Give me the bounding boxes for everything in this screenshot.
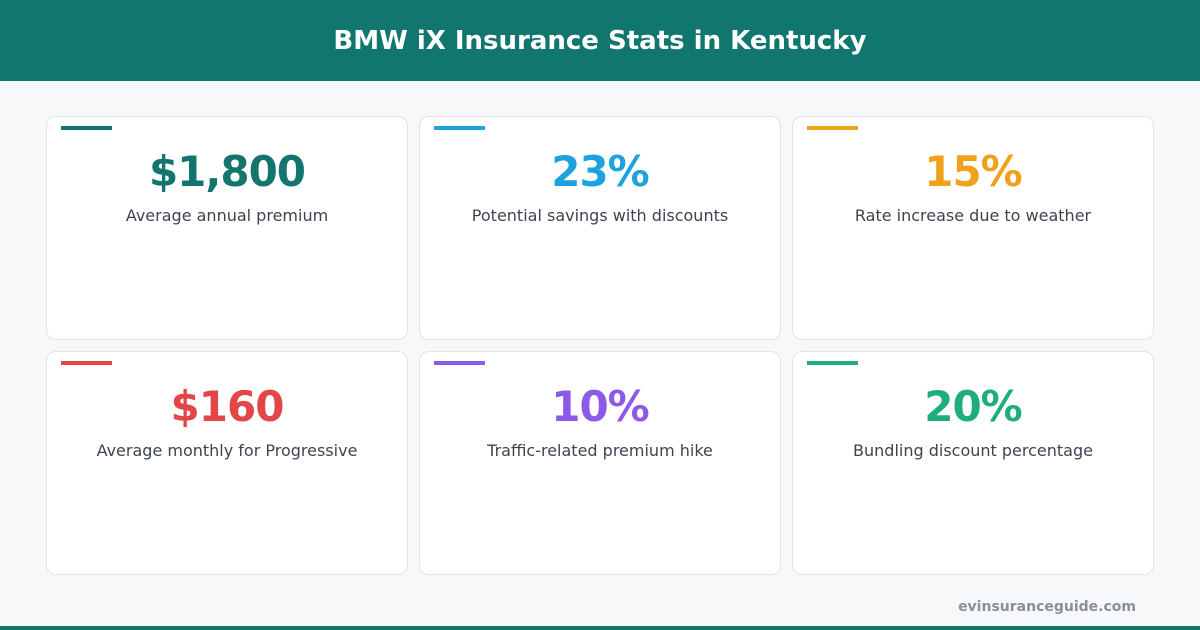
stat-card: $160 Average monthly for Progressive [46, 351, 408, 575]
bottom-bar [0, 626, 1200, 630]
stat-card: 23% Potential savings with discounts [419, 116, 781, 340]
accent-bar [807, 361, 858, 365]
stat-value: 15% [924, 147, 1023, 196]
stat-card: 15% Rate increase due to weather [792, 116, 1154, 340]
stat-value: $1,800 [148, 147, 306, 196]
stat-value: 20% [924, 382, 1023, 431]
header-title: BMW iX Insurance Stats in Kentucky [0, 0, 1200, 81]
stat-card: 10% Traffic-related premium hike [419, 351, 781, 575]
stat-label: Average annual premium [125, 206, 329, 225]
stat-label: Traffic-related premium hike [487, 441, 713, 460]
stat-card: $1,800 Average annual premium [46, 116, 408, 340]
card-grid: $1,800 Average annual premium 23% Potential… [46, 116, 1155, 575]
stat-card: 20% Bundling discount percentage [792, 351, 1154, 575]
source: evinsuranceguide.com [958, 599, 1136, 615]
stat-value: 23% [551, 147, 650, 196]
accent-bar [434, 361, 485, 365]
stat-label: Potential savings with discounts [471, 206, 729, 225]
accent-bar [434, 126, 485, 130]
accent-bar [807, 126, 858, 130]
stat-label: Bundling discount percentage [853, 441, 1093, 460]
stat-value: $160 [170, 382, 285, 431]
stat-label: Average monthly for Progressive [96, 441, 358, 460]
stat-label: Rate increase due to weather [854, 206, 1092, 225]
stat-value: 10% [551, 382, 650, 431]
accent-bar [61, 361, 112, 365]
accent-bar [61, 126, 112, 130]
